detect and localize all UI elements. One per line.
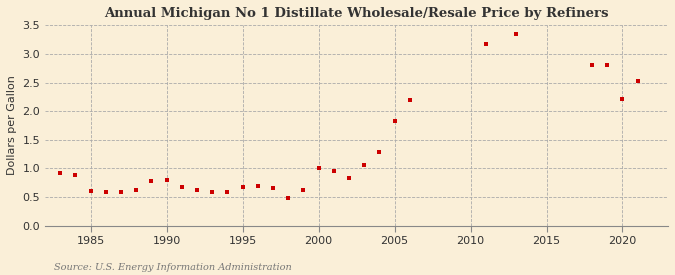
Point [192, 187, 202, 192]
Point [632, 79, 643, 84]
Point [344, 175, 354, 180]
Point [237, 185, 248, 189]
Point [252, 183, 263, 188]
Point [131, 187, 142, 192]
Point [267, 186, 278, 191]
Point [313, 166, 324, 170]
Point [85, 189, 96, 194]
Point [207, 190, 217, 194]
Point [404, 98, 415, 102]
Point [115, 190, 126, 194]
Point [146, 179, 157, 183]
Point [617, 96, 628, 101]
Y-axis label: Dollars per Gallon: Dollars per Gallon [7, 76, 17, 175]
Point [374, 150, 385, 155]
Point [283, 196, 294, 200]
Point [161, 178, 172, 182]
Point [511, 32, 522, 36]
Point [70, 173, 81, 177]
Point [222, 190, 233, 194]
Point [101, 190, 111, 194]
Point [587, 63, 597, 68]
Point [389, 119, 400, 123]
Title: Annual Michigan No 1 Distillate Wholesale/Resale Price by Refiners: Annual Michigan No 1 Distillate Wholesal… [105, 7, 609, 20]
Point [176, 185, 187, 189]
Point [481, 42, 491, 46]
Text: Source: U.S. Energy Information Administration: Source: U.S. Energy Information Administ… [54, 263, 292, 272]
Point [602, 63, 613, 68]
Point [298, 188, 308, 192]
Point [329, 169, 340, 174]
Point [55, 171, 65, 175]
Point [359, 163, 370, 167]
